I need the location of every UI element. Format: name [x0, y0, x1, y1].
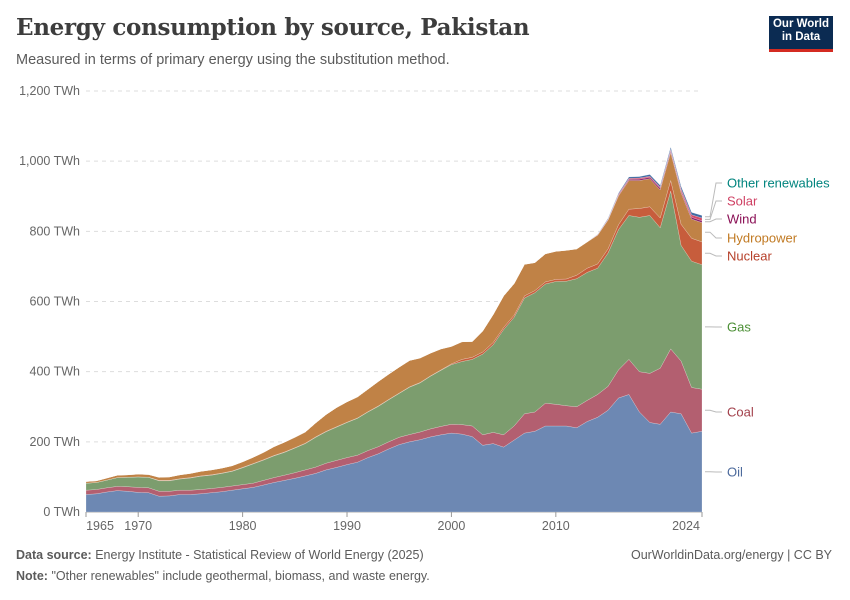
legend-label-gas[interactable]: Gas	[727, 320, 751, 335]
y-tick-label: 200 TWh	[30, 435, 81, 449]
logo-line-1: Our World	[772, 18, 829, 30]
attribution: OurWorldinData.org/energy | CC BY	[631, 548, 832, 562]
area-other-renewables[interactable]	[85, 146, 703, 482]
license-text: | CC BY	[787, 548, 832, 562]
owid-logo[interactable]: Our World in Data	[769, 16, 833, 52]
chart-subtitle: Measured in terms of primary energy usin…	[16, 52, 450, 68]
x-tick-label: 2000	[438, 519, 466, 533]
legend-label-wind[interactable]: Wind	[727, 212, 757, 227]
note-text: "Other renewables" include geothermal, b…	[51, 569, 430, 583]
y-tick-label: 800 TWh	[30, 224, 81, 238]
y-tick-label: 0 TWh	[43, 505, 80, 519]
legend-label-oil[interactable]: Oil	[727, 465, 743, 480]
legend-label-other-renewables[interactable]: Other renewables	[727, 176, 830, 191]
source-link[interactable]: OurWorldinData.org/energy	[630, 548, 784, 562]
legend-label-solar[interactable]: Solar	[727, 194, 758, 209]
legend-connector	[705, 252, 722, 257]
legend-label-coal[interactable]: Coal	[727, 405, 754, 420]
data-source-text: Energy Institute - Statistical Review of…	[95, 548, 424, 562]
legend-connector	[705, 218, 722, 223]
legend-label-nuclear[interactable]: Nuclear	[727, 249, 772, 264]
y-tick-label: 400 TWh	[30, 365, 81, 379]
y-tick-label: 1,000 TWh	[19, 154, 80, 168]
legend-connector	[705, 200, 722, 220]
y-tick-label: 600 TWh	[30, 295, 81, 309]
y-tick-label: 1,200 TWh	[19, 84, 80, 98]
logo-line-2: in Data	[781, 31, 821, 43]
chart-area: 0 TWh 200 TWh 400 TWh 600 TWh 800 TWh 1,000 T…	[19, 84, 830, 533]
x-tick-label: 1980	[229, 519, 257, 533]
x-tick-label: 1970	[124, 519, 152, 533]
legend-connector	[705, 231, 722, 239]
x-tick-label: 2010	[542, 519, 570, 533]
x-tick-label: 1965	[86, 519, 114, 533]
axes: 1965 1970 1980 1990 2000 2010 2024	[85, 512, 703, 533]
legend: Other renewables Solar Wind Hydropower Nucle…	[705, 176, 830, 480]
data-source: Data source: Energy Institute - Statisti…	[16, 548, 424, 562]
x-tick-label: 2024	[672, 519, 700, 533]
note-label: Note:	[16, 569, 48, 583]
data-source-label: Data source:	[16, 548, 92, 562]
legend-label-hydropower[interactable]: Hydropower	[727, 231, 798, 246]
chart-note: Note: "Other renewables" include geother…	[16, 569, 430, 583]
legend-connector	[705, 409, 722, 413]
chart-title: Energy consumption by source, Pakistan	[16, 14, 530, 41]
stacked-areas	[85, 146, 703, 513]
x-tick-label: 1990	[333, 519, 361, 533]
legend-connector	[705, 182, 722, 218]
